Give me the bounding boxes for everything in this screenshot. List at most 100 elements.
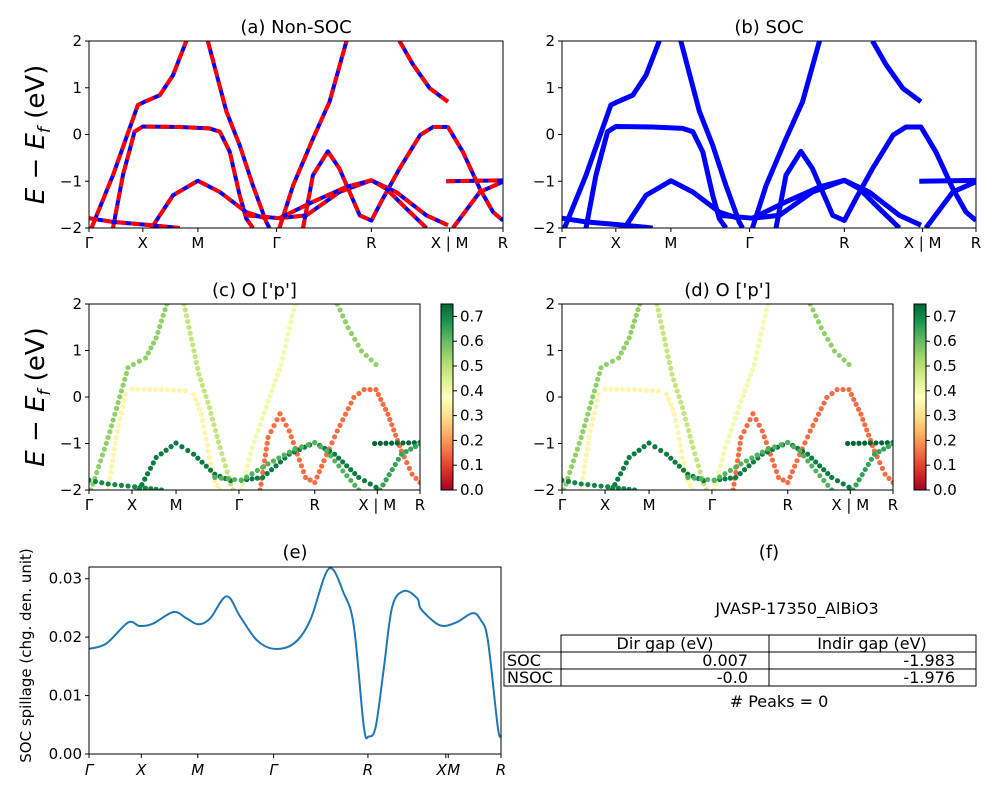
band-point-10 bbox=[406, 440, 412, 446]
band-point-0 bbox=[570, 458, 577, 464]
band-point-2 bbox=[608, 386, 614, 392]
band-point-6 bbox=[846, 386, 852, 393]
band-point-1 bbox=[656, 313, 663, 319]
band-point-6 bbox=[280, 416, 286, 423]
x-tick-label: Γ bbox=[558, 234, 567, 252]
band-point-7 bbox=[277, 459, 284, 465]
y-label-sub: f bbox=[35, 124, 55, 133]
band-point-5 bbox=[280, 355, 286, 362]
band-point-6 bbox=[274, 417, 280, 423]
band-point-7 bbox=[817, 463, 823, 469]
band-point-6 bbox=[797, 452, 803, 458]
axes-frame bbox=[88, 303, 421, 491]
x-tick-label: X | M bbox=[831, 496, 869, 514]
x-tick-label: Γ bbox=[708, 496, 717, 514]
spillage-line bbox=[88, 567, 502, 740]
band-point-3 bbox=[646, 440, 652, 446]
band-point-2 bbox=[158, 386, 165, 393]
band-point-3 bbox=[641, 444, 647, 450]
band-point-5 bbox=[286, 325, 293, 331]
band-point-6 bbox=[815, 411, 822, 417]
band-point-6 bbox=[853, 401, 859, 407]
band-point-8 bbox=[340, 468, 346, 474]
band-point-6 bbox=[404, 459, 410, 466]
band-point-5 bbox=[763, 307, 770, 313]
band-point-5 bbox=[282, 343, 288, 349]
band-point-0 bbox=[586, 405, 593, 411]
band-point-0 bbox=[633, 312, 639, 318]
y-tick-label: −2 bbox=[60, 481, 82, 499]
band-point-3 bbox=[179, 444, 185, 450]
band-point-6 bbox=[734, 458, 741, 464]
band-point-9 bbox=[828, 342, 834, 348]
band-point-4 bbox=[572, 480, 578, 486]
band-line-dashed-5 bbox=[277, 41, 349, 228]
band-point-8 bbox=[817, 473, 823, 479]
band-point-2 bbox=[585, 440, 591, 446]
band-point-4 bbox=[158, 487, 165, 490]
band-point-3 bbox=[652, 444, 658, 450]
band-point-1 bbox=[666, 359, 673, 366]
table-row-label: NSOC bbox=[507, 668, 553, 687]
band-point-11 bbox=[876, 449, 882, 455]
band-line-9 bbox=[397, 41, 450, 104]
band-point-9 bbox=[348, 330, 355, 337]
band-point-6 bbox=[747, 417, 753, 423]
band-line-2 bbox=[583, 124, 728, 228]
band-point-2 bbox=[582, 464, 588, 470]
band-point-6 bbox=[866, 432, 872, 438]
peaks-count: # Peaks = 0 bbox=[730, 692, 829, 711]
band-line-11 bbox=[923, 179, 976, 228]
band-point-1 bbox=[217, 445, 223, 451]
band-point-1 bbox=[658, 318, 664, 325]
band-point-0 bbox=[635, 307, 641, 313]
band-point-5 bbox=[744, 382, 750, 389]
band-point-1 bbox=[182, 307, 188, 313]
colorbar-tick-label: 0.3 bbox=[933, 407, 957, 425]
band-point-6 bbox=[288, 434, 294, 440]
band-point-2 bbox=[110, 458, 116, 464]
band-point-1 bbox=[655, 307, 661, 313]
band-point-5 bbox=[749, 367, 756, 373]
band-point-3 bbox=[658, 447, 664, 454]
band-point-5 bbox=[732, 416, 738, 422]
colorbar-tick-label: 0.2 bbox=[460, 431, 484, 449]
band-point-0 bbox=[122, 376, 128, 382]
band-point-6 bbox=[879, 465, 886, 471]
band-point-6 bbox=[858, 411, 864, 417]
band-point-1 bbox=[674, 388, 680, 394]
band-point-1 bbox=[660, 330, 666, 336]
band-point-2 bbox=[113, 434, 119, 441]
band-point-0 bbox=[94, 469, 100, 476]
band-point-0 bbox=[97, 458, 104, 464]
band-point-10 bbox=[400, 440, 406, 446]
x-tick-label: Γ bbox=[272, 234, 281, 252]
colorbar-gradient bbox=[913, 303, 927, 491]
band-point-10 bbox=[850, 440, 856, 446]
band-point-9 bbox=[821, 330, 828, 337]
band-point-3 bbox=[147, 465, 154, 471]
band-point-6 bbox=[387, 416, 393, 423]
band-point-6 bbox=[378, 396, 384, 403]
axes-frame bbox=[88, 566, 502, 755]
band-point-6 bbox=[789, 469, 795, 475]
band-point-5 bbox=[726, 433, 732, 439]
table-cell-dir-gap: -0.0 bbox=[717, 668, 748, 687]
band-point-4 bbox=[615, 485, 622, 490]
band-point-2 bbox=[122, 391, 129, 397]
band-point-1 bbox=[679, 405, 686, 411]
y-tick-label: 0 bbox=[545, 126, 555, 144]
band-point-7 bbox=[269, 467, 275, 473]
band-point-0 bbox=[595, 376, 601, 382]
band-point-2 bbox=[200, 417, 206, 423]
band-point-5 bbox=[261, 410, 267, 416]
band-point-6 bbox=[265, 434, 271, 441]
band-point-6 bbox=[413, 475, 419, 481]
plot-area bbox=[562, 41, 976, 228]
band-point-9 bbox=[337, 307, 343, 313]
band-point-11 bbox=[412, 443, 418, 450]
band-point-1 bbox=[659, 324, 665, 331]
band-point-10 bbox=[377, 440, 383, 446]
band-point-6 bbox=[296, 457, 302, 463]
band-point-6 bbox=[735, 452, 742, 458]
